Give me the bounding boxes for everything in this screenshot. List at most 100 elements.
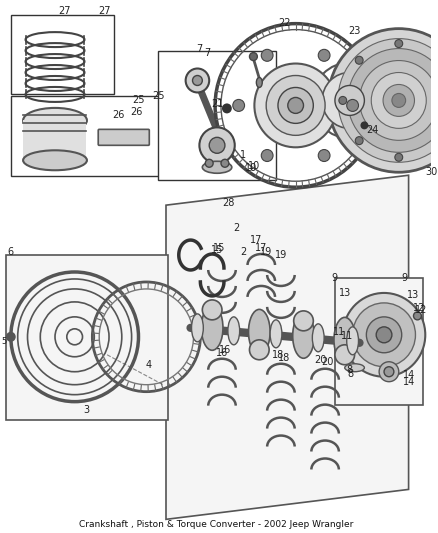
Circle shape [343,293,425,377]
Circle shape [434,136,438,144]
Text: 15: 15 [211,245,223,255]
Circle shape [254,63,337,147]
Text: 22: 22 [279,18,291,28]
Text: 17: 17 [250,235,262,245]
Text: 18: 18 [278,353,290,363]
Text: 21: 21 [211,100,223,109]
Text: 27: 27 [59,6,71,15]
Circle shape [355,56,363,64]
Text: 11: 11 [333,327,345,337]
Ellipse shape [334,317,356,362]
Circle shape [250,340,269,360]
Circle shape [266,76,325,135]
Circle shape [360,122,368,130]
Circle shape [395,154,403,161]
Polygon shape [166,175,409,519]
Polygon shape [335,278,423,405]
Text: 5: 5 [1,337,7,346]
Circle shape [355,136,363,144]
Text: 13: 13 [407,290,420,300]
Text: 20: 20 [314,355,326,365]
Circle shape [371,72,426,128]
Circle shape [376,327,392,343]
Text: 16: 16 [219,345,231,355]
Circle shape [222,103,232,114]
Bar [11,96,163,176]
Circle shape [347,100,358,111]
Circle shape [360,61,438,140]
Ellipse shape [345,364,364,372]
Circle shape [335,345,355,365]
Circle shape [205,159,213,167]
Circle shape [202,300,222,320]
Circle shape [193,76,202,85]
Circle shape [288,98,304,114]
Text: 25: 25 [132,95,145,106]
Text: 14: 14 [403,370,415,379]
Ellipse shape [312,324,324,352]
Text: 26: 26 [131,108,143,117]
Circle shape [186,69,209,92]
Circle shape [322,72,377,128]
Ellipse shape [270,320,282,348]
Circle shape [221,159,229,167]
Polygon shape [6,255,168,419]
Text: 1: 1 [240,150,246,160]
FancyBboxPatch shape [98,130,149,146]
Ellipse shape [191,314,203,342]
Circle shape [250,53,258,61]
Text: 2: 2 [240,247,247,257]
Text: 17: 17 [255,243,268,253]
Text: 10: 10 [245,163,258,173]
Circle shape [209,138,225,154]
Bar [11,15,114,94]
Ellipse shape [23,108,87,133]
Bar [158,51,276,180]
Text: 23: 23 [348,26,361,36]
Ellipse shape [248,309,270,354]
Ellipse shape [201,305,223,350]
Circle shape [293,311,313,331]
Text: 7: 7 [196,44,202,54]
Circle shape [383,84,414,116]
Circle shape [328,29,438,172]
Text: 12: 12 [413,303,426,313]
Ellipse shape [202,161,232,173]
Circle shape [233,100,244,111]
Text: Crankshaft , Piston & Torque Converter - 2002 Jeep Wrangler: Crankshaft , Piston & Torque Converter -… [79,520,353,529]
Circle shape [278,87,313,123]
Bar [23,120,86,160]
Text: 16: 16 [216,348,228,358]
Circle shape [384,367,394,377]
Ellipse shape [228,317,240,345]
Circle shape [353,303,416,367]
Circle shape [395,39,403,47]
Text: 19: 19 [275,250,287,260]
Circle shape [335,328,345,338]
Circle shape [348,49,438,152]
Text: 6: 6 [8,247,14,257]
Text: 28: 28 [223,198,235,208]
Circle shape [318,150,330,161]
Text: 9: 9 [402,273,408,283]
Text: 19: 19 [260,247,272,257]
Circle shape [318,50,330,61]
Text: 9: 9 [332,273,338,283]
Text: 8: 8 [346,365,353,375]
Circle shape [434,56,438,64]
Text: 8: 8 [348,369,354,379]
Text: 13: 13 [339,288,351,298]
Circle shape [6,332,16,342]
Circle shape [338,38,438,162]
Circle shape [261,50,273,61]
Text: 12: 12 [415,305,427,315]
Text: 11: 11 [341,331,353,341]
Circle shape [335,85,364,116]
Text: 26: 26 [113,110,125,120]
Circle shape [199,127,235,163]
Text: 18: 18 [272,350,284,360]
Circle shape [379,362,399,382]
Text: 25: 25 [152,92,164,101]
Text: 10: 10 [248,161,261,171]
Circle shape [339,96,347,104]
